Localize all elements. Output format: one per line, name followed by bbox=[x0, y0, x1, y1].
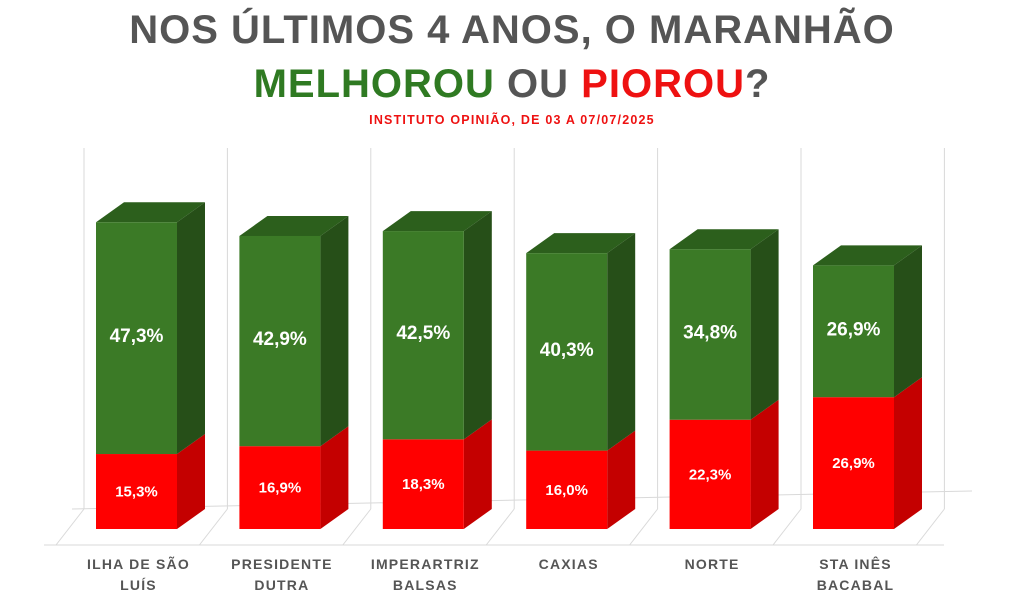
title-question-mark: ? bbox=[744, 62, 771, 106]
bar-top-face bbox=[526, 233, 636, 254]
bar-segment-piorou bbox=[813, 397, 894, 529]
data-label-piorou: 22,3% bbox=[689, 466, 732, 483]
title-word-ou: OU bbox=[494, 62, 582, 106]
bar-segment-melhorou bbox=[669, 249, 751, 420]
chart-subtitle: INSTITUTO OPINIÃO, DE 03 A 07/07/2025 bbox=[369, 113, 655, 127]
floor-line bbox=[485, 508, 515, 546]
bar-segment-piorou bbox=[96, 454, 177, 529]
bar-top-face bbox=[669, 229, 779, 250]
bar-segment-melhorou bbox=[526, 253, 608, 451]
bar-top-face bbox=[239, 215, 349, 236]
bar-segment-piorou bbox=[526, 450, 608, 529]
bar-red-side bbox=[463, 419, 492, 529]
bar-red-side bbox=[177, 434, 205, 529]
floor-line bbox=[772, 508, 802, 546]
data-label-piorou: 15,3% bbox=[115, 484, 158, 501]
data-label-melhorou: 42,9% bbox=[253, 329, 307, 350]
category-label: DUTRA bbox=[254, 577, 309, 593]
category-label: PRESIDENTE bbox=[231, 556, 332, 572]
data-label-piorou: 18,3% bbox=[402, 476, 445, 493]
floor-line bbox=[199, 508, 228, 546]
data-label-melhorou: 26,9% bbox=[827, 319, 881, 340]
bar-green-side bbox=[750, 229, 779, 420]
bar-red-side bbox=[607, 430, 636, 529]
category-label: LUÍS bbox=[120, 577, 157, 593]
category-labels-layer: ILHA DE SÃO LUÍS PRESIDENTE DUTRA IMPERARTRI… bbox=[87, 555, 895, 593]
category-label: IMPERARTRIZ bbox=[371, 556, 480, 572]
category-label: BALSAS bbox=[393, 577, 458, 593]
bar-segment-melhorou bbox=[382, 231, 464, 440]
bar-green-side bbox=[463, 211, 492, 440]
floor-line bbox=[55, 508, 85, 546]
bar-top-face bbox=[382, 211, 492, 232]
title-word-melhorou: MELHOROU bbox=[253, 62, 495, 106]
category-label: CAXIAS bbox=[539, 556, 599, 572]
bar-top-face bbox=[96, 202, 205, 223]
bar-red-side bbox=[320, 426, 349, 529]
data-label-piorou: 16,9% bbox=[259, 480, 302, 497]
category-label: ILHA DE SÃO bbox=[87, 555, 190, 572]
bar-red-side bbox=[894, 377, 922, 529]
bar-segment-melhorou bbox=[239, 235, 321, 447]
bar-green-side bbox=[607, 233, 636, 451]
bar-segment-piorou bbox=[669, 419, 751, 529]
bar-top-face bbox=[813, 245, 922, 266]
category-label: NORTE bbox=[685, 556, 740, 572]
data-label-melhorou: 34,8% bbox=[683, 322, 737, 343]
floor-line bbox=[629, 508, 658, 546]
title-word-piorou: PIOROU bbox=[581, 62, 745, 106]
bar-segment-melhorou bbox=[96, 222, 177, 455]
bar-green-side bbox=[894, 245, 922, 398]
bar-segment-piorou bbox=[382, 439, 464, 529]
bar-segment-piorou bbox=[239, 446, 321, 529]
bar-green-side bbox=[177, 202, 205, 455]
data-label-melhorou: 40,3% bbox=[540, 340, 594, 361]
data-label-piorou: 16,0% bbox=[545, 482, 588, 499]
data-label-piorou: 26,9% bbox=[832, 455, 875, 472]
floor-line bbox=[916, 508, 945, 546]
grid-layer bbox=[44, 148, 973, 546]
data-label-melhorou: 47,3% bbox=[110, 326, 164, 347]
bar-segment-melhorou bbox=[813, 265, 894, 398]
chart-title-line1: NOS ÚLTIMOS 4 ANOS, O MARANHÃO bbox=[129, 8, 895, 52]
chart-title-line2: MELHOROU OU PIOROU? bbox=[0, 62, 1024, 107]
bar-red-side bbox=[750, 399, 779, 529]
bars-layer: 47,3% 15,3% 42,9% 16,9% 42,5% 18,3% 40,3% 16,0%… bbox=[96, 202, 922, 529]
category-label: STA INÊS bbox=[819, 555, 892, 572]
floor-line bbox=[342, 508, 372, 546]
bar-green-side bbox=[320, 215, 349, 447]
data-label-melhorou: 42,5% bbox=[396, 323, 450, 344]
category-label: BACABAL bbox=[817, 577, 895, 593]
